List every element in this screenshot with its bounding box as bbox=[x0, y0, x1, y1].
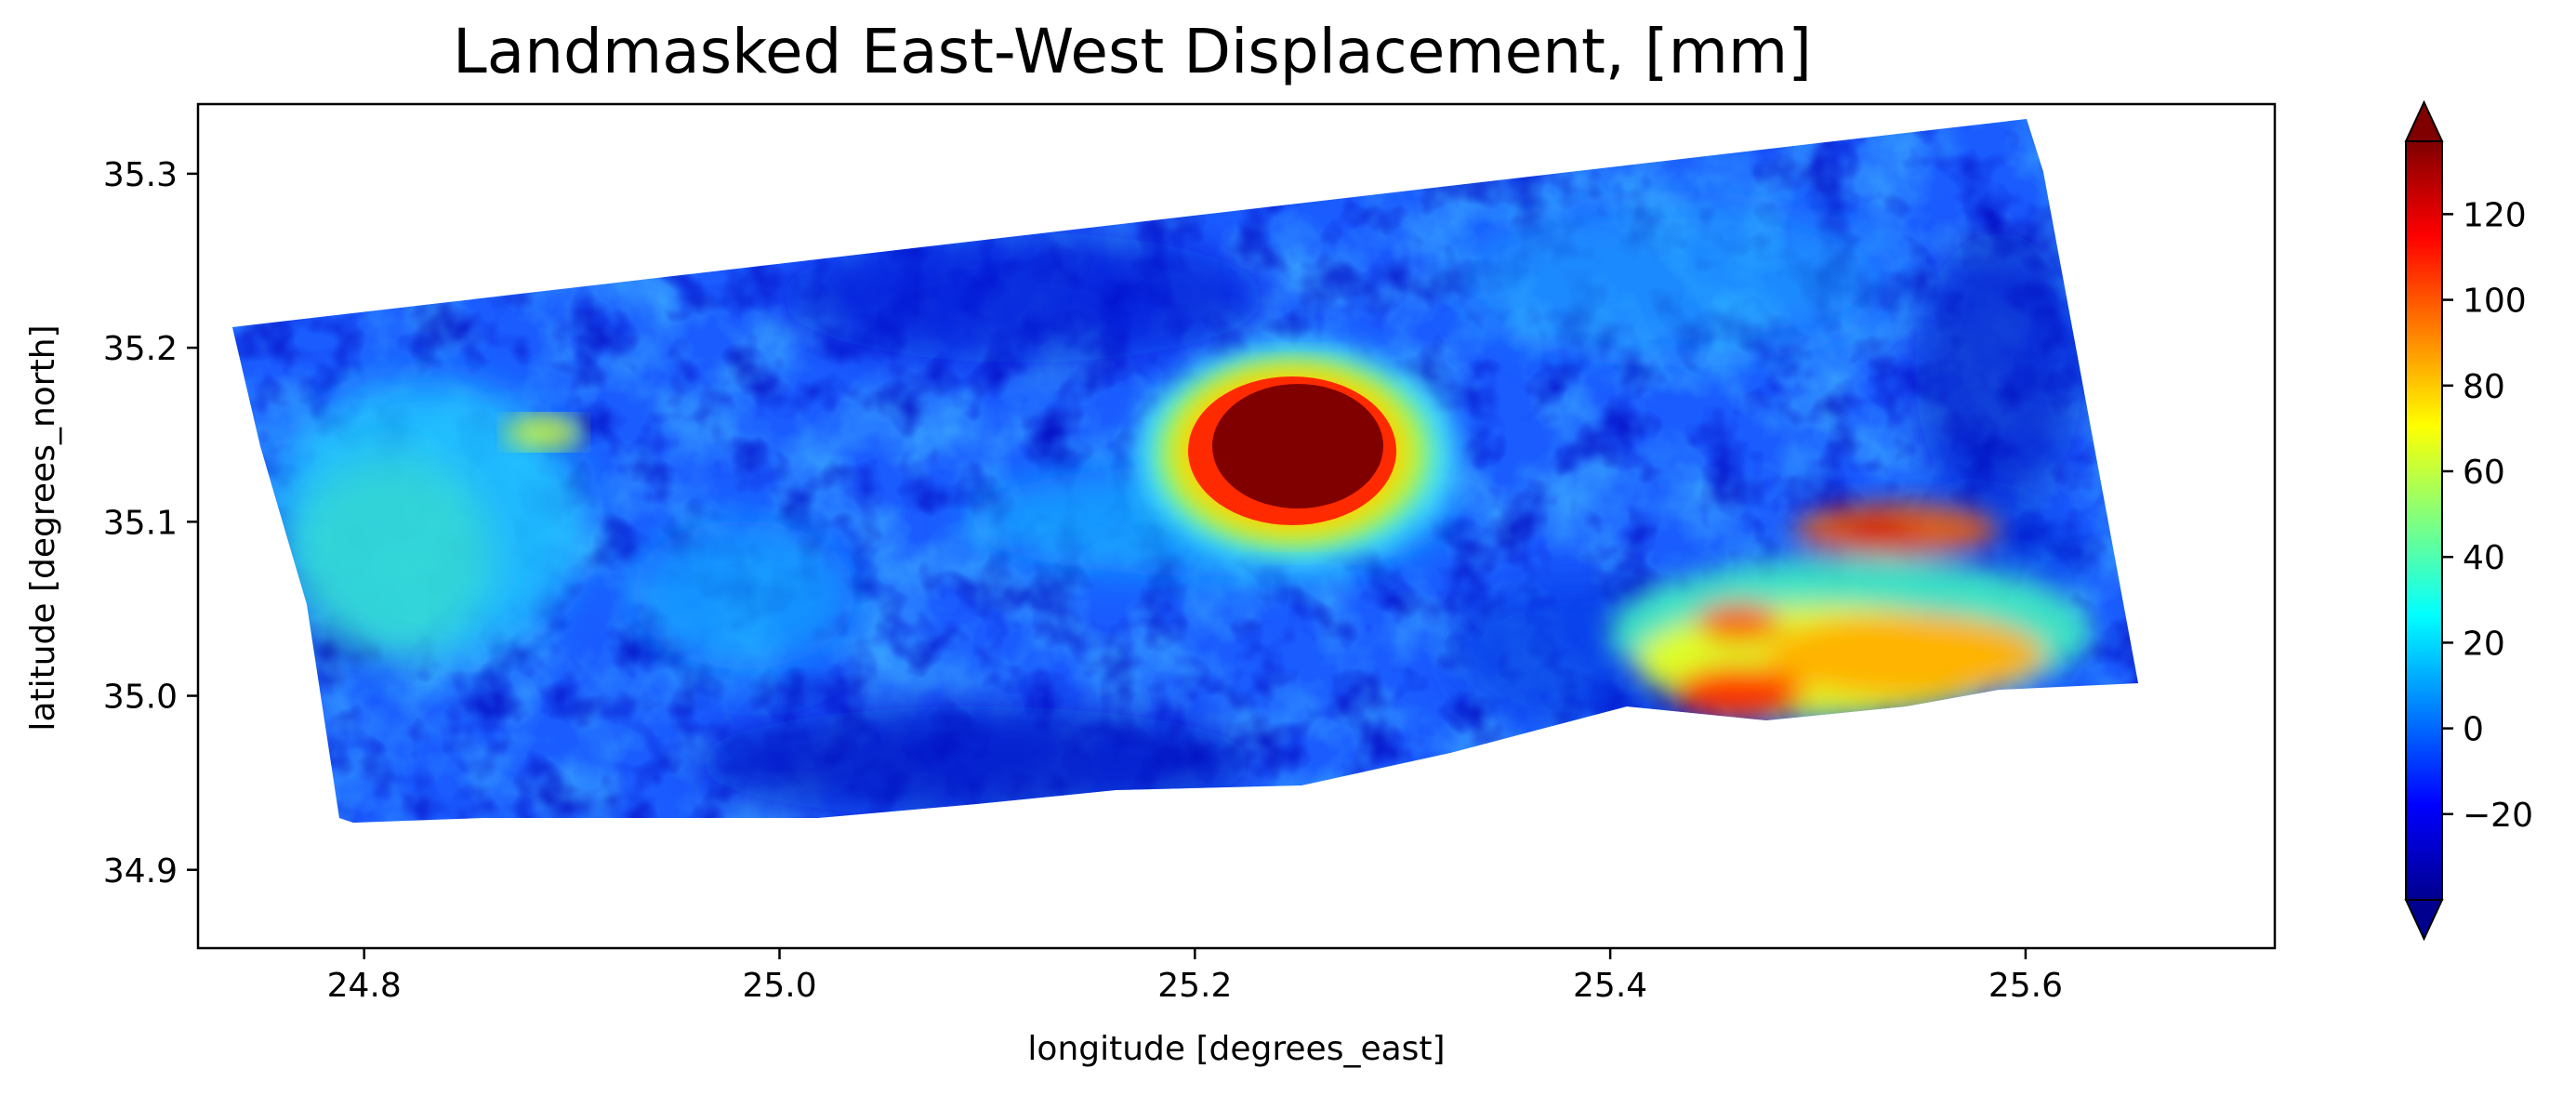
x-tick-label: 25.2 bbox=[1157, 967, 1232, 1005]
colorbar-extend-max bbox=[2404, 99, 2444, 142]
colorbar-extend-min bbox=[2404, 899, 2444, 942]
y-tick-label: 35.0 bbox=[103, 679, 178, 717]
colorbar-gradient bbox=[2405, 140, 2443, 901]
displacement-raster bbox=[232, 119, 2138, 823]
y-tick-label: 35.2 bbox=[103, 330, 178, 368]
x-tick-label: 25.0 bbox=[742, 967, 816, 1005]
colorbar-tick-label: 60 bbox=[2463, 454, 2505, 492]
plot-area-frame bbox=[196, 102, 2277, 950]
colorbar-ticks: −20 0 20 40 60 80 100 120 bbox=[2442, 196, 2533, 835]
y-axis: 34.9 35.0 35.1 35.2 35.3 bbox=[103, 156, 198, 891]
colorbar-tick-label: 80 bbox=[2463, 368, 2505, 406]
colorbar-tick-label: 40 bbox=[2463, 539, 2505, 577]
x-axis-label: longitude [degrees_east] bbox=[1027, 1030, 1445, 1068]
y-axis-label: latitude [degrees_north] bbox=[24, 324, 62, 731]
x-tick-label: 25.6 bbox=[1988, 967, 2063, 1005]
y-tick-label: 35.3 bbox=[103, 156, 178, 194]
x-axis: 24.8 25.0 25.2 25.4 25.6 bbox=[327, 948, 2063, 1005]
colorbar-tick-label: 0 bbox=[2463, 711, 2484, 749]
x-tick-label: 25.4 bbox=[1573, 967, 1647, 1005]
y-tick-label: 35.1 bbox=[103, 504, 178, 542]
colorbar-tick-label: 120 bbox=[2463, 196, 2527, 234]
chart-title: Landmasked East-West Displacement, [mm] bbox=[453, 16, 1812, 87]
colorbar-tick-label: 100 bbox=[2463, 283, 2527, 321]
colorbar-tick-label: −20 bbox=[2463, 797, 2533, 835]
colorbar: −20 0 20 40 60 80 100 120 bbox=[2404, 99, 2533, 942]
colorbar-tick-label: 20 bbox=[2463, 625, 2505, 663]
x-tick-label: 24.8 bbox=[327, 967, 402, 1005]
y-tick-label: 34.9 bbox=[103, 852, 178, 891]
